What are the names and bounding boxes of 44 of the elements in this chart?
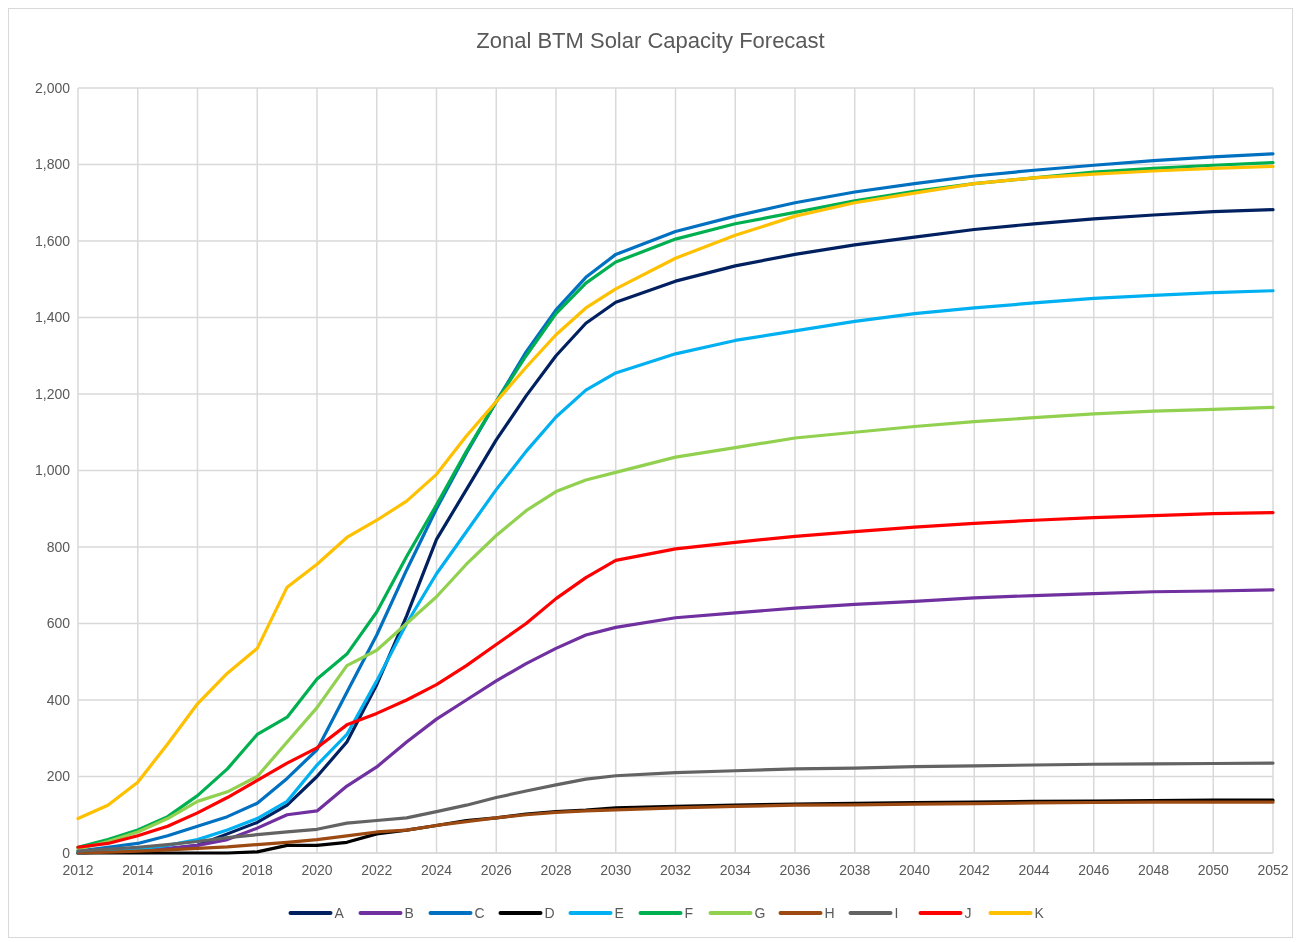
legend-label: D (544, 904, 555, 921)
legend-label: F (684, 904, 694, 921)
x-tick-label: 2028 (540, 862, 572, 878)
y-tick-label: 0 (62, 844, 71, 861)
legend-label: G (754, 904, 766, 921)
x-tick-label: 2016 (181, 862, 214, 878)
x-tick-label: 2048 (1137, 862, 1170, 878)
y-tick-label: 600 (46, 615, 71, 632)
x-tick-label: 2012 (62, 862, 94, 878)
legend-label: E (614, 904, 624, 921)
x-tick-label: 2022 (361, 862, 393, 878)
x-tick-label: 2050 (1197, 862, 1230, 878)
x-tick-label: 2020 (301, 862, 333, 878)
legend-label: B (404, 904, 414, 921)
x-tick-label: 2034 (719, 862, 752, 878)
x-tick-label: 2046 (1078, 862, 1110, 878)
x-tick-label: 2042 (958, 862, 991, 878)
x-tick-label: 2030 (600, 862, 632, 878)
y-tick-label: 1,200 (34, 385, 71, 402)
x-tick-label: 2018 (241, 862, 274, 878)
y-tick-label: 1,800 (34, 156, 71, 173)
x-tick-label: 2014 (122, 862, 154, 878)
y-tick-label: 1,000 (34, 462, 71, 479)
legend-label: J (964, 904, 972, 921)
legend-label: I (894, 904, 899, 921)
x-tick-label: 2044 (1018, 862, 1050, 878)
y-tick-label: 1,400 (34, 309, 71, 326)
x-tick-label: 2040 (898, 862, 931, 878)
y-tick-label: 2,000 (34, 79, 71, 96)
chart-title: Zonal BTM Solar Capacity Forecast (476, 28, 825, 53)
y-tick-label: 800 (46, 538, 71, 555)
x-tick-label: 2032 (659, 862, 692, 878)
legend-label: C (474, 904, 485, 921)
y-tick-label: 1,600 (34, 232, 71, 249)
x-tick-label: 2026 (480, 862, 513, 878)
legend-label: H (824, 904, 835, 921)
x-tick-label: 2036 (779, 862, 811, 878)
y-tick-label: 200 (46, 768, 71, 785)
y-tick-label: 400 (46, 691, 71, 708)
legend-label: A (334, 904, 345, 921)
x-tick-label: 2024 (420, 862, 453, 878)
x-tick-label: 2038 (839, 862, 871, 878)
legend-label: K (1034, 904, 1045, 921)
x-tick-label: 2052 (1257, 862, 1289, 878)
